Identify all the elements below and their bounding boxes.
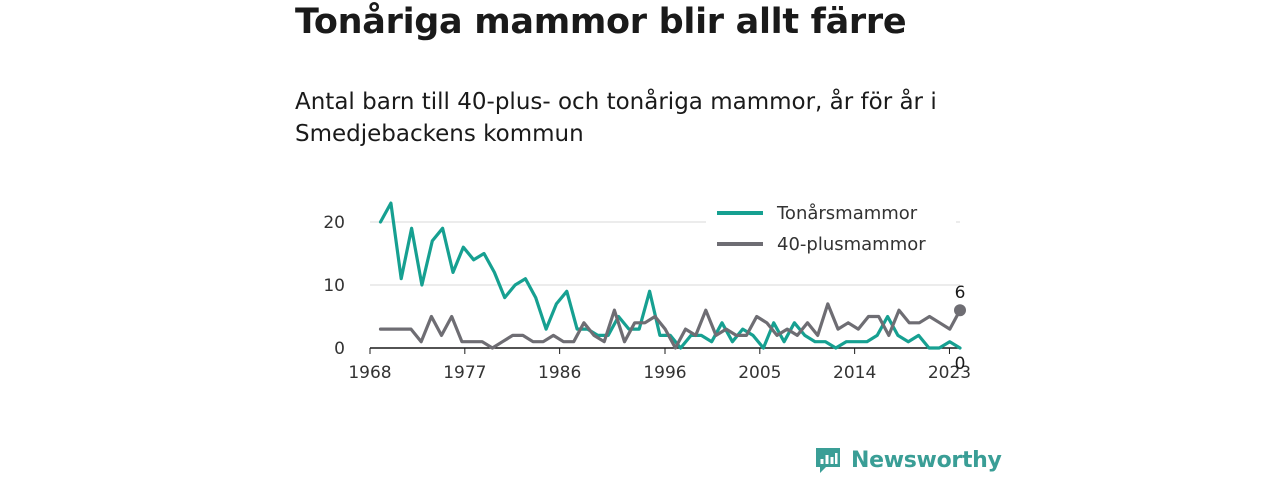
x-tick-label: 1986 (538, 363, 581, 383)
y-tick-label: 10 (323, 276, 345, 296)
x-tick-label: 2023 (928, 363, 971, 383)
end-point-40-plusmammor (954, 304, 966, 317)
x-tick-label: 2014 (833, 363, 876, 383)
legend-box (706, 196, 956, 264)
legend-label-tonarsmammor: Tonårsmammor (776, 203, 918, 224)
y-tick-label: 0 (334, 339, 345, 359)
x-tick-label: 1996 (643, 363, 686, 383)
x-tick-label: 1977 (443, 363, 486, 383)
y-tick-label: 20 (323, 213, 345, 233)
legend-label-40-plusmammor: 40-plusmammor (777, 234, 926, 255)
brand-logo[interactable]: Newsworthy (814, 446, 1002, 474)
x-tick-label: 2005 (738, 363, 781, 383)
chart-title: Tonåriga mammor blir allt färre (295, 2, 907, 42)
series-line-40-plusmammor (378, 302, 962, 350)
end-label-tonarsmammor: 0 (955, 354, 966, 374)
brand-name: Newsworthy (851, 447, 1002, 473)
newsworthy-logo-icon (816, 448, 840, 473)
x-tick-label: 1968 (348, 363, 391, 383)
end-label-40-plusmammor: 6 (955, 283, 966, 303)
chart-subtitle: Antal barn till 40-plus- och tonåriga ma… (295, 89, 937, 147)
